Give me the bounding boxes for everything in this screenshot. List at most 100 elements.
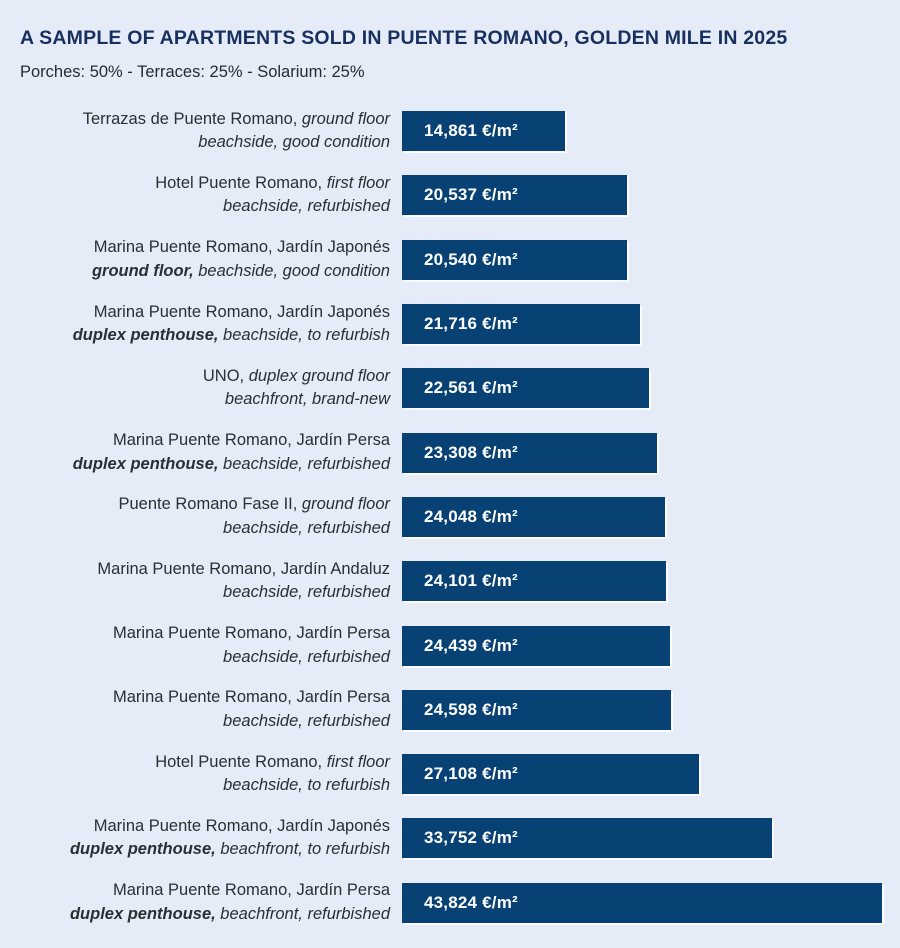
bar-value-label: 14,861 €/m² — [424, 121, 518, 141]
row-label-line1: Marina Puente Romano, Jardín Japonés — [0, 815, 390, 839]
value-bar: 24,439 €/m² — [402, 625, 670, 666]
chart-row: Marina Puente Romano, Jardín Japonés dupl… — [0, 806, 900, 870]
bar-value-label: 27,108 €/m² — [424, 764, 518, 784]
value-bar: 22,561 €/m² — [402, 368, 649, 409]
row-label-line2: beachside, to refurbish — [0, 774, 390, 798]
bar-value-label: 43,824 €/m² — [424, 892, 518, 912]
row-label: Marina Puente Romano, Jardín Japonés dupl… — [0, 815, 390, 862]
bar-chart: Terrazas de Puente Romano, ground floor b… — [0, 99, 900, 935]
label-italic-text: beachfront, refurbished — [215, 904, 390, 923]
chart-row: UNO, duplex ground floor beachfront, bran… — [0, 356, 900, 420]
row-label-line2: beachside, refurbished — [0, 710, 390, 734]
label-bold-italic-text: duplex penthouse, — [69, 904, 216, 923]
chart-row: Marina Puente Romano, Jardín Persa beachs… — [0, 678, 900, 742]
label-italic-text: beachside, to refurbish — [223, 776, 390, 795]
value-bar: 43,824 €/m² — [402, 882, 882, 923]
label-regular-text: UNO, — [202, 366, 245, 385]
row-label: Hotel Puente Romano, first floor beachsid… — [0, 172, 390, 219]
label-bold-italic-text: ground floor, — [91, 261, 194, 280]
label-regular-text: Marina Puente Romano, Jardín Andaluz — [97, 559, 390, 578]
bar-value-label: 33,752 €/m² — [424, 828, 518, 848]
chart-header: A SAMPLE OF APARTMENTS SOLD IN PUENTE RO… — [0, 0, 900, 82]
value-bar: 23,308 €/m² — [402, 432, 657, 473]
row-label: UNO, duplex ground floor beachfront, bran… — [0, 365, 390, 412]
bar-value-label: 23,308 €/m² — [424, 442, 518, 462]
row-label-line1: Marina Puente Romano, Jardín Japonés — [0, 236, 390, 260]
label-italic-text: beachside, refurbished — [223, 518, 390, 537]
row-label-line1: Marina Puente Romano, Jardín Persa — [0, 879, 390, 903]
row-label-line1: Puente Romano Fase II, ground floor — [0, 493, 390, 517]
value-bar: 20,540 €/m² — [402, 239, 627, 280]
row-label-line1: Marina Puente Romano, Jardín Persa — [0, 686, 390, 710]
row-label-line2: duplex penthouse, beachside, refurbished — [0, 453, 390, 477]
label-italic-text: ground floor — [297, 109, 390, 128]
label-italic-text: beachfront, brand-new — [224, 390, 390, 409]
value-bar: 24,101 €/m² — [402, 561, 666, 602]
row-label-line2: beachside, good condition — [0, 131, 390, 155]
label-italic-text: first floor — [322, 173, 390, 192]
row-label-line1: Hotel Puente Romano, first floor — [0, 751, 390, 775]
label-regular-text: Marina Puente Romano, Jardín Persa — [113, 688, 390, 707]
value-bar: 24,598 €/m² — [402, 689, 671, 730]
row-label: Marina Puente Romano, Jardín Persa beachs… — [0, 686, 390, 733]
chart-row: Puente Romano Fase II, ground floor beach… — [0, 485, 900, 549]
row-label: Hotel Puente Romano, first floor beachsid… — [0, 751, 390, 798]
value-bar: 24,048 €/m² — [402, 496, 665, 537]
label-regular-text: Marina Puente Romano, Jardín Persa — [113, 881, 390, 900]
chart-row: Marina Puente Romano, Jardín Persa duplex… — [0, 871, 900, 935]
label-italic-text: beachside, refurbished — [218, 454, 390, 473]
value-bar: 21,716 €/m² — [402, 304, 640, 345]
label-italic-text: beachside, to refurbish — [218, 326, 390, 345]
chart-row: Marina Puente Romano, Jardín Japonés dupl… — [0, 292, 900, 356]
bar-value-label: 22,561 €/m² — [424, 378, 518, 398]
label-italic-text: beachside, good condition — [193, 261, 390, 280]
label-italic-text: first floor — [322, 752, 390, 771]
row-label-line1: Marina Puente Romano, Jardín Andaluz — [0, 558, 390, 582]
row-label: Terrazas de Puente Romano, ground floor b… — [0, 108, 390, 155]
row-label-line2: duplex penthouse, beachfront, to refurbi… — [0, 838, 390, 862]
label-regular-text: Puente Romano Fase II, — [118, 495, 298, 514]
row-label: Marina Puente Romano, Jardín Persa beachs… — [0, 622, 390, 669]
chart-subtitle: Porches: 50% - Terraces: 25% - Solarium:… — [20, 63, 365, 81]
label-italic-text: beachside, good condition — [198, 133, 390, 152]
chart-row: Marina Puente Romano, Jardín Japonés grou… — [0, 228, 900, 292]
row-label-line2: duplex penthouse, beachfront, refurbishe… — [0, 903, 390, 927]
row-label: Marina Puente Romano, Jardín Persa duplex… — [0, 879, 390, 926]
label-regular-text: Marina Puente Romano, Jardín Japonés — [93, 302, 390, 321]
label-italic-text: beachfront, to refurbish — [215, 840, 390, 859]
chart-row: Marina Puente Romano, Jardín Persa duplex… — [0, 420, 900, 484]
label-italic-text: ground floor — [297, 495, 390, 514]
label-regular-text: Terrazas de Puente Romano, — [82, 109, 298, 128]
label-bold-italic-text: duplex penthouse, — [72, 326, 219, 345]
chart-row: Hotel Puente Romano, first floor beachsid… — [0, 163, 900, 227]
row-label-line1: UNO, duplex ground floor — [0, 365, 390, 389]
bar-value-label: 20,537 €/m² — [424, 185, 518, 205]
row-label: Puente Romano Fase II, ground floor beach… — [0, 493, 390, 540]
label-regular-text: Hotel Puente Romano, — [155, 752, 323, 771]
bar-value-label: 24,048 €/m² — [424, 506, 518, 526]
bar-value-label: 21,716 €/m² — [424, 314, 518, 334]
row-label-line1: Terrazas de Puente Romano, ground floor — [0, 108, 390, 132]
label-italic-text: duplex ground floor — [244, 366, 390, 385]
value-bar: 33,752 €/m² — [402, 818, 772, 859]
bar-value-label: 20,540 €/m² — [424, 249, 518, 269]
row-label: Marina Puente Romano, Jardín Persa duplex… — [0, 429, 390, 476]
chart-row: Marina Puente Romano, Jardín Persa beachs… — [0, 613, 900, 677]
row-label-line1: Marina Puente Romano, Jardín Japonés — [0, 301, 390, 325]
label-bold-italic-text: duplex penthouse, — [69, 840, 216, 859]
label-regular-text: Marina Puente Romano, Jardín Persa — [113, 624, 390, 643]
row-label-line2: beachfront, brand-new — [0, 388, 390, 412]
label-italic-text: beachside, refurbished — [223, 197, 390, 216]
row-label: Marina Puente Romano, Jardín Japonés grou… — [0, 236, 390, 283]
page-title: A SAMPLE OF APARTMENTS SOLD IN PUENTE RO… — [20, 27, 788, 49]
row-label-line2: beachside, refurbished — [0, 517, 390, 541]
row-label-line2: beachside, refurbished — [0, 646, 390, 670]
label-regular-text: Marina Puente Romano, Jardín Japonés — [93, 816, 390, 835]
row-label: Marina Puente Romano, Jardín Japonés dupl… — [0, 301, 390, 348]
chart-row: Terrazas de Puente Romano, ground floor b… — [0, 99, 900, 163]
label-bold-italic-text: duplex penthouse, — [72, 454, 219, 473]
label-italic-text: beachside, refurbished — [223, 647, 390, 666]
row-label-line1: Marina Puente Romano, Jardín Persa — [0, 622, 390, 646]
label-italic-text: beachside, refurbished — [223, 711, 390, 730]
